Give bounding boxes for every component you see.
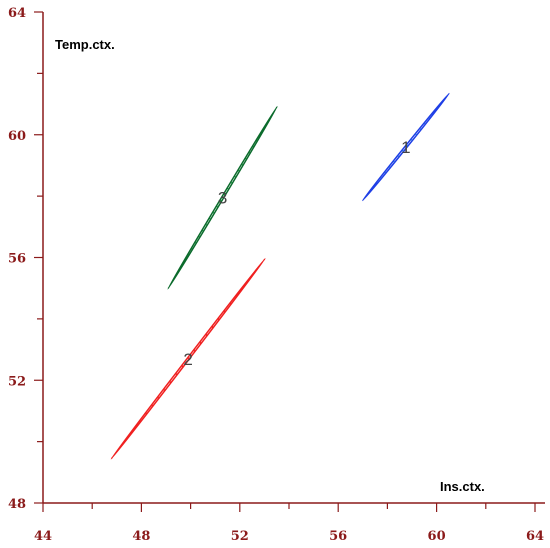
x-tick-label: 64 bbox=[526, 529, 544, 544]
plot-area: 1 2 3 bbox=[110, 92, 450, 460]
ellipse-group-2 bbox=[110, 257, 266, 460]
x-tick-label: 56 bbox=[329, 529, 347, 544]
y-tick-label: 48 bbox=[8, 497, 26, 512]
ellipse-label-1: 1 bbox=[401, 138, 410, 157]
x-tick-label: 60 bbox=[428, 529, 446, 544]
y-axis-title: Temp.ctx. bbox=[55, 37, 115, 52]
x-tick-label: 44 bbox=[34, 529, 52, 544]
y-tick-label: 60 bbox=[8, 129, 26, 144]
x-tick-label: 48 bbox=[132, 529, 150, 544]
y-tick-label: 56 bbox=[8, 252, 26, 267]
ellipse-group-1 bbox=[361, 92, 450, 202]
x-axis-title: Ins.ctx. bbox=[440, 479, 485, 494]
y-tick-label: 64 bbox=[8, 6, 26, 21]
x-tick-label: 52 bbox=[231, 529, 249, 544]
ellipse-label-3: 3 bbox=[218, 189, 227, 208]
y-tick-label: 52 bbox=[8, 374, 26, 389]
ellipse-group-3 bbox=[167, 105, 278, 290]
axes: 44 48 52 56 60 64 48 52 56 60 64 bbox=[8, 6, 545, 544]
ellipse-label-2: 2 bbox=[183, 350, 192, 369]
